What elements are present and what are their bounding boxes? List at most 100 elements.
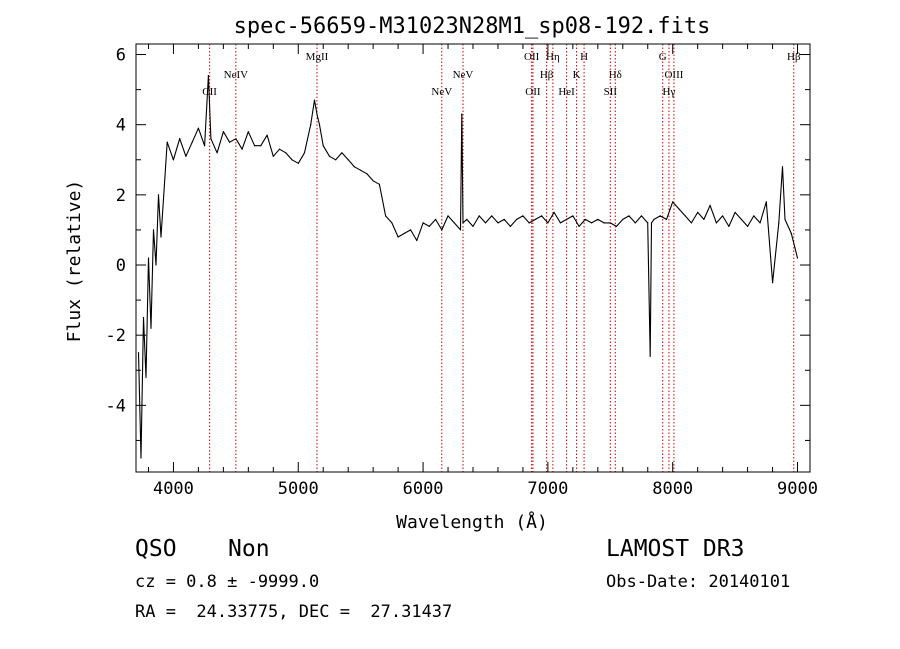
axis-layer: 4000 5000 6000 7000 8000 9000 -4 -2 0 2 4 6 (106, 43, 818, 499)
line-label-0: CII (202, 86, 217, 98)
data-point (462, 222, 464, 224)
data-point (260, 145, 262, 147)
line-label-13: SII (604, 86, 618, 98)
data-point (715, 222, 718, 224)
data-point (360, 169, 362, 171)
y-axis-label: Flux (relative) (64, 180, 85, 343)
line-label-3: NeV (431, 86, 452, 98)
data-point (597, 218, 599, 220)
data-point (509, 225, 511, 227)
line-label-2: MgII (306, 51, 329, 63)
data-point (204, 145, 206, 147)
data-point (310, 124, 312, 126)
data-point (179, 138, 181, 140)
data-point (155, 264, 157, 266)
data-point (435, 218, 437, 220)
line-label-11: H (580, 51, 588, 63)
data-point (678, 208, 680, 210)
data-point (534, 218, 537, 220)
line-label-7: Hη (546, 51, 560, 63)
data-point (653, 218, 655, 220)
data-point (747, 225, 749, 227)
data-point (772, 282, 774, 284)
data-point (559, 222, 562, 224)
data-point (366, 173, 368, 175)
data-point (740, 218, 743, 220)
data-point (759, 222, 761, 224)
data-point (459, 229, 462, 231)
data-point (647, 222, 649, 224)
data-point (397, 236, 399, 238)
line-label-12: Hδ (609, 69, 622, 81)
data-point (210, 138, 212, 140)
data-point (522, 215, 524, 217)
data-point (547, 222, 549, 224)
data-point (185, 155, 187, 157)
object-subclass: Non (228, 536, 270, 562)
plot-frame (135, 43, 811, 473)
data-point (197, 127, 199, 129)
spectrum-line-0 (137, 75, 799, 459)
data-point (372, 180, 374, 182)
data-point (765, 201, 767, 203)
data-point (650, 222, 653, 224)
data-point (266, 134, 268, 136)
line-label-9: HeI (558, 86, 575, 98)
data-point (497, 222, 499, 224)
data-point (328, 155, 331, 157)
y-tick-label: 2 (116, 186, 126, 206)
data-point (591, 222, 593, 224)
data-point (157, 194, 160, 196)
data-point (734, 211, 736, 213)
data-point (341, 152, 343, 154)
data-point (347, 159, 349, 161)
x-tick-label: 8000 (652, 479, 693, 499)
line-label-10: K (573, 69, 581, 81)
data-point (152, 229, 155, 231)
series-layer (137, 75, 799, 459)
data-point (353, 166, 355, 168)
data-point (709, 204, 711, 206)
data-point (778, 222, 780, 224)
data-point (322, 145, 324, 147)
data-point (478, 215, 480, 217)
data-point (665, 218, 668, 220)
line-label-16: Hγ (663, 86, 676, 98)
data-point (703, 218, 705, 220)
data-point (303, 152, 306, 154)
data-point (428, 225, 430, 227)
data-point (753, 215, 755, 217)
data-point (137, 352, 140, 354)
y-tick-label: 4 (116, 116, 126, 136)
data-point (222, 131, 224, 133)
data-point (634, 222, 636, 224)
data-point (781, 166, 784, 168)
data-point (516, 218, 518, 220)
data-point (491, 215, 493, 217)
redshift-readout: cz = 0.8 ± -9999.0 (135, 572, 320, 592)
data-point (609, 222, 611, 224)
data-point (316, 113, 318, 115)
data-point (385, 215, 387, 217)
data-point (142, 317, 145, 319)
x-tick-label: 7000 (527, 479, 568, 499)
line-label-17: Hβ (787, 51, 801, 63)
data-point (578, 225, 580, 227)
data-point (241, 148, 243, 150)
data-point (416, 239, 418, 242)
data-point (503, 218, 505, 220)
data-point (207, 75, 209, 77)
data-point (622, 218, 624, 220)
data-point (160, 236, 162, 238)
data-point (272, 155, 274, 157)
data-point (335, 159, 337, 161)
y-tick-label: -2 (106, 326, 126, 346)
data-point (410, 229, 412, 231)
data-point (441, 229, 443, 231)
data-point (166, 141, 168, 143)
line-label-4: NeV (453, 69, 474, 81)
x-tick-label: 6000 (403, 479, 444, 499)
line-label-15: OIII (664, 69, 683, 81)
data-point (229, 141, 231, 143)
